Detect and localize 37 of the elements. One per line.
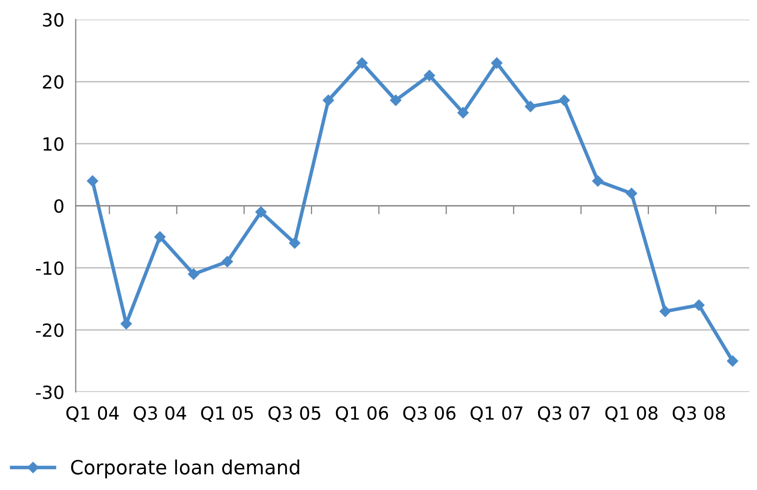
point [289, 237, 300, 249]
x-tick-label: Q3 07 [538, 406, 590, 422]
x-tick-label: Q1 06 [336, 406, 388, 422]
point [188, 268, 200, 280]
point [86, 175, 98, 187]
x-tick-label: Q1 04 [66, 406, 119, 422]
x-tick-label: Q1 07 [470, 406, 522, 422]
x-tick-label: Q3 05 [268, 406, 320, 422]
x-tick-label: Q3 04 [134, 406, 186, 422]
point [558, 94, 570, 106]
y-tick-label: 0 [54, 199, 64, 213]
legend-label: Corporate loan demand [71, 460, 300, 478]
point [356, 57, 368, 69]
x-tick-label: Q3 06 [403, 406, 456, 422]
point [726, 355, 738, 367]
x-tick-label: Q1 05 [201, 406, 253, 422]
point [222, 256, 233, 268]
point [524, 100, 536, 112]
y-tick-label: 20 [42, 75, 64, 89]
point [154, 231, 166, 242]
point [626, 188, 638, 199]
point [424, 70, 436, 82]
point [660, 306, 671, 317]
point [592, 175, 604, 187]
x-tick-label: Q3 08 [672, 406, 725, 422]
y-tick-label: -20 [36, 323, 64, 338]
y-tick-label: -30 [36, 385, 64, 400]
point [255, 206, 267, 218]
y-tick-label: 30 [42, 13, 64, 27]
point [390, 94, 402, 106]
point [457, 107, 469, 118]
y-tick-label: -10 [36, 261, 64, 275]
y-tick-label: 10 [44, 137, 64, 151]
point [491, 57, 502, 69]
point [693, 300, 705, 311]
point [322, 94, 334, 106]
x-tick-label: Q1 08 [605, 406, 658, 422]
